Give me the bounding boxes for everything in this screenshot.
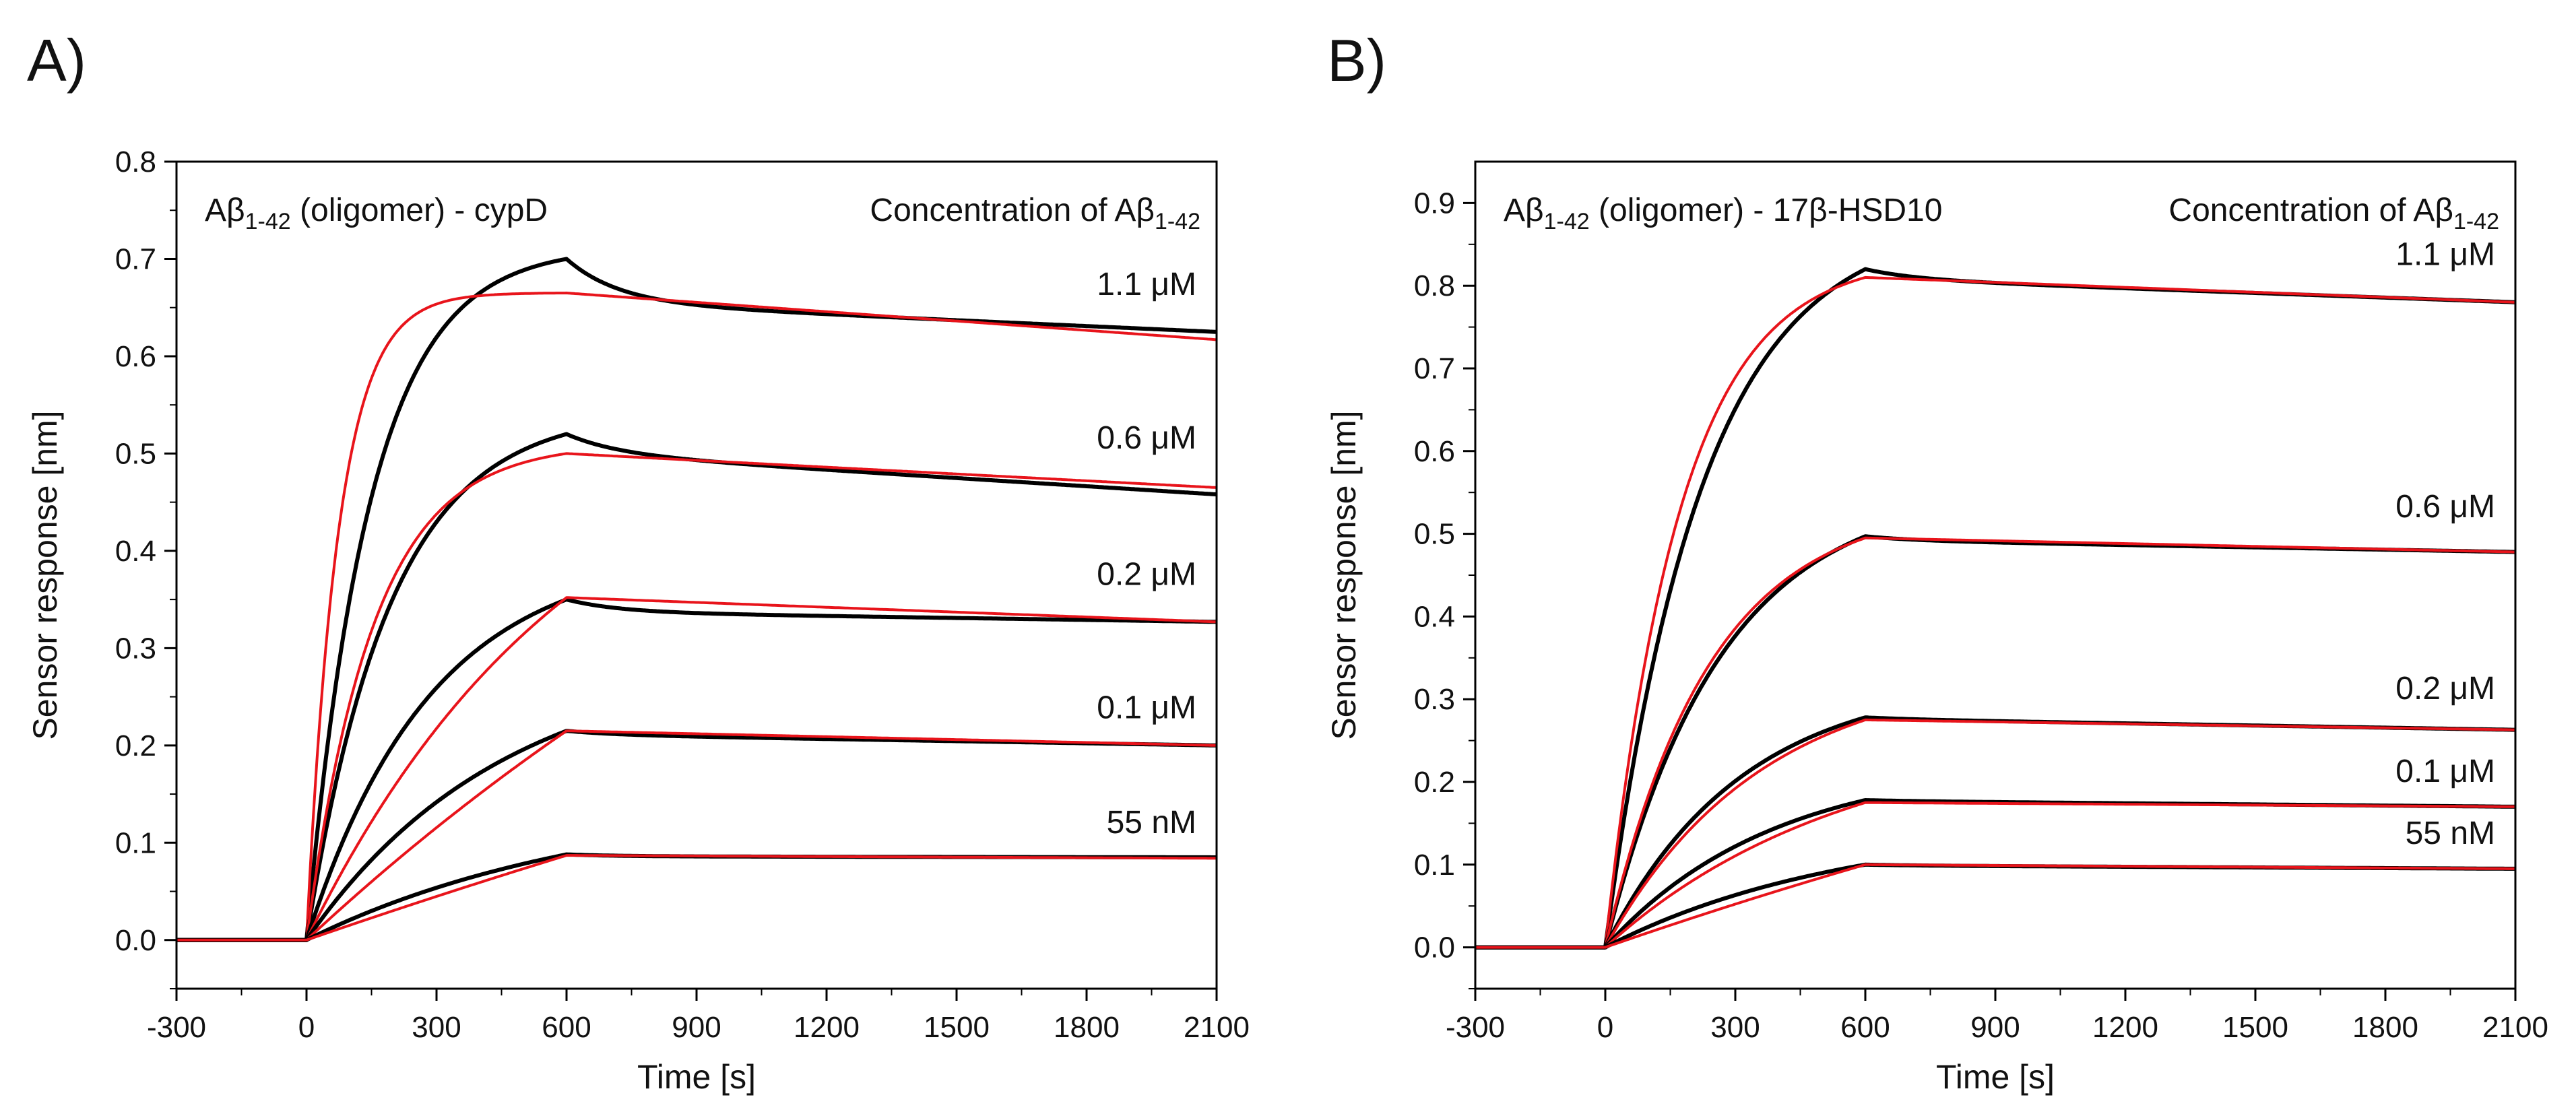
- panel-a-ticks: -300 0 300 600 900 1200 1500 1800 2100 0.0 0.1 0.2 0…: [115, 145, 1250, 1044]
- panel-b-legend-title: Concentration of Aβ1-42: [2168, 193, 2499, 234]
- panel-a-y-tick-label: 0.5: [115, 437, 156, 470]
- panel-a-y-tick-label: 0.4: [115, 535, 156, 568]
- panel-b-fit-curve: [1475, 863, 2515, 949]
- panel-b-x-tick-label: 900: [1970, 1011, 2020, 1044]
- panel-a-letter: A): [27, 27, 86, 94]
- panel-a-x-tick-label: 300: [412, 1011, 461, 1044]
- panel-a-measured-curve: [176, 729, 1217, 942]
- panel-b-title-sub: 1-42: [1544, 209, 1590, 234]
- panel-a-series-label: 0.6 μM: [1097, 420, 1196, 456]
- panel-a-series: [176, 257, 1217, 942]
- panel-b-x-tick-label: 0: [1597, 1011, 1613, 1044]
- panel-b-legend-beta: β: [2435, 193, 2453, 228]
- panel-a-legend-title: Concentration of Aβ1-42: [870, 193, 1200, 234]
- panel-b-legend-prefix: Concentration of A: [2168, 193, 2435, 228]
- panel-a-x-tick-label: 2100: [1184, 1011, 1250, 1044]
- panel-b-y-tick-label: 0.9: [1414, 187, 1455, 220]
- panel-b-y-tick-label: 0.7: [1414, 352, 1455, 385]
- panel-a-y-tick-label: 0.7: [115, 242, 156, 275]
- panel-b-title-suffix: (oligomer) - 17β-HSD10: [1590, 193, 1943, 228]
- panel-b-series-label: 0.1 μM: [2395, 754, 2495, 789]
- panel-b-series-label: 1.1 μM: [2395, 237, 2495, 273]
- panel-b-x-axis-title: Time [s]: [1936, 1058, 2055, 1096]
- panel-a-measured-curve: [176, 597, 1217, 942]
- panel-a-y-tick-label: 0.8: [115, 145, 156, 178]
- panel-b-ticks: -300 0 300 600 900 1200 1500 1800 2100 0.0 0.1 0.2 0…: [1414, 187, 2548, 1044]
- panel-b-series-label: 0.6 μM: [2395, 489, 2495, 525]
- panel-b-title: Aβ1-42 (oligomer) - 17β-HSD10: [1504, 193, 1942, 234]
- panel-b-fit-curve: [1475, 536, 2515, 949]
- panel-a-x-tick-label: 1500: [924, 1011, 990, 1044]
- panel-b-y-tick-label: 0.2: [1414, 766, 1455, 799]
- panel-b-series-label: 55 nM: [2406, 816, 2495, 851]
- panel-a-title-beta: β: [226, 193, 245, 228]
- panel-a-legend-prefix: Concentration of A: [870, 193, 1136, 228]
- panel-a-series-labels: 1.1 μM 0.6 μM 0.2 μM 0.1 μM 55 nM: [1097, 267, 1196, 841]
- panel-b-fit-curve: [1475, 718, 2515, 949]
- panel-a-y-tick-label: 0.2: [115, 729, 156, 762]
- panel-b-fit-curve: [1475, 801, 2515, 949]
- panel-b-y-tick-label: 0.4: [1414, 600, 1455, 633]
- panel-b-letter: B): [1327, 27, 1386, 94]
- panel-a-x-tick-label: 1800: [1054, 1011, 1120, 1044]
- panel-a-x-tick-label: 900: [672, 1011, 721, 1044]
- panel-a-x-tick-label: 1200: [794, 1011, 860, 1044]
- panel-a-fit-curve: [176, 596, 1217, 942]
- panel-b-title-beta: β: [1525, 193, 1544, 228]
- panel-b-series-labels: 1.1 μM 0.6 μM 0.2 μM 0.1 μM 55 nM: [2395, 237, 2495, 852]
- panel-a-x-axis-title: Time [s]: [637, 1058, 756, 1096]
- panel-b-series-label: 0.2 μM: [2395, 671, 2495, 706]
- panel-a-fit-curve: [176, 292, 1217, 942]
- panel-b-y-axis-title: Sensor response [nm]: [1325, 410, 1363, 739]
- panel-a-fit-curve: [176, 854, 1217, 942]
- panel-a-fit-curve: [176, 452, 1217, 942]
- panel-a-y-tick-label: 0.3: [115, 632, 156, 665]
- panel-b-x-tick-label: -300: [1446, 1011, 1505, 1044]
- panel-b-y-tick-label: 0.8: [1414, 269, 1455, 302]
- panel-a-legend-beta: β: [1136, 193, 1155, 228]
- panel-a-series-label: 1.1 μM: [1097, 267, 1196, 302]
- panel-b-x-tick-label: 600: [1840, 1011, 1890, 1044]
- panel-a-measured-curve: [176, 257, 1217, 942]
- panel-a-x-tick-label: 600: [542, 1011, 591, 1044]
- panel-b-y-tick-label: 0.0: [1414, 931, 1455, 964]
- panel-b-x-tick-label: 1800: [2352, 1011, 2418, 1044]
- panel-b-x-tick-label: 2100: [2482, 1011, 2548, 1044]
- panel-a-title-a: A: [205, 193, 226, 228]
- panel-a-series-label: 0.2 μM: [1097, 556, 1196, 592]
- panel-b-legend-sub: 1-42: [2453, 209, 2499, 234]
- panel-b-y-tick-label: 0.1: [1414, 849, 1455, 882]
- panel-b-series: [1475, 267, 2516, 950]
- panel-b-fit-curve: [1475, 275, 2516, 949]
- panel-b-x-tick-label: 1500: [2222, 1011, 2288, 1044]
- panel-a-series-label: 0.1 μM: [1097, 690, 1196, 725]
- panel-a-title-sub: 1-42: [245, 209, 291, 234]
- panel-a-x-tick-label: -300: [147, 1011, 206, 1044]
- panel-a-fit-curve: [176, 729, 1217, 942]
- panel-a-legend-sub: 1-42: [1155, 209, 1200, 234]
- panel-a-title: Aβ1-42 (oligomer) - cypD: [205, 193, 548, 234]
- panel-a-x-tick-label: 0: [298, 1011, 315, 1044]
- panel-a-y-tick-label: 0.1: [115, 826, 156, 859]
- panel-b-y-tick-label: 0.3: [1414, 683, 1455, 716]
- panel-b-title-a: A: [1504, 193, 1525, 228]
- panel-a: A) -300 0 300 600 900 1200 1500 1800 2100 0.0 0.1 0…: [26, 27, 1250, 1096]
- panel-b-x-tick-label: 300: [1710, 1011, 1760, 1044]
- panel-b-y-tick-label: 0.5: [1414, 518, 1455, 551]
- panel-a-y-axis-title: Sensor response [nm]: [26, 410, 64, 739]
- panel-a-series-label: 55 nM: [1107, 805, 1196, 841]
- panel-a-title-suffix: (oligomer) - cypD: [291, 193, 548, 228]
- panel-b-y-tick-label: 0.6: [1414, 435, 1455, 468]
- panel-b-x-tick-label: 1200: [2092, 1011, 2158, 1044]
- panel-a-y-tick-label: 0.0: [115, 924, 156, 957]
- panel-a-y-tick-label: 0.6: [115, 340, 156, 373]
- panel-b: B) -300 0 300 600 900 1200 1500 1800 2100 0.0 0.1 0…: [1325, 27, 2548, 1096]
